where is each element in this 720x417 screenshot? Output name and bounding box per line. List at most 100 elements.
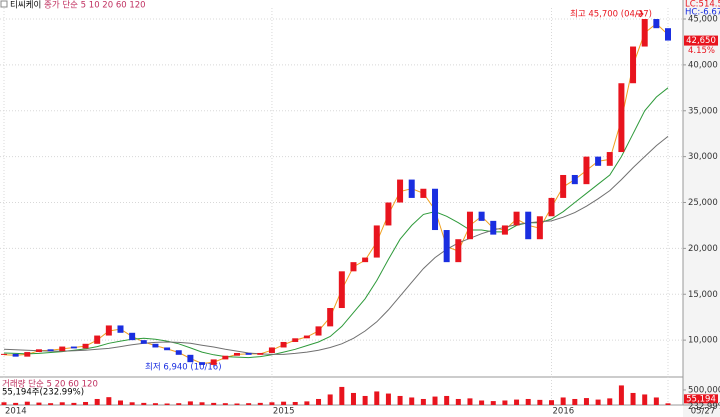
candle [94,335,101,344]
candle [618,83,625,153]
volume-bar [1,402,7,405]
ma-legend: 종가 단순 5 10 20 60 120 [44,0,146,11]
volume-bar [199,402,205,405]
candle [385,202,392,226]
menu-icon[interactable] [0,0,8,8]
volume-bar [36,402,42,405]
volume-tick-label: 500,000 [688,385,720,395]
y-tick-label: 45,000 [688,15,718,25]
candle [233,352,240,356]
ma-line [3,136,669,355]
candle [397,179,404,203]
candle [268,347,275,353]
volume-bar [187,401,193,405]
volume-bar [549,400,555,405]
volume-last-box [684,394,718,404]
candle [630,46,637,84]
volume-bar [94,398,100,405]
volume-bar [455,398,461,405]
volume-bar [642,394,648,405]
candle [327,308,334,327]
stock-name: 티씨케이 [10,0,41,11]
candle [105,325,112,336]
candle [490,220,497,235]
volume-bar [525,398,531,405]
volume-bar [560,397,566,405]
change-label: 4.15% [688,46,715,56]
volume-bar [24,401,30,405]
volume-bar [13,402,19,405]
axis-panel [683,0,720,417]
hc-value: HC:-6.67 [685,8,720,18]
y-tick-label: 15,000 [688,290,718,300]
volume-bar [653,397,659,405]
volume-bar [292,401,298,405]
volume-bar [665,403,671,405]
volume-bar [176,403,182,405]
volume-bar [583,398,589,405]
last-price-label: 42,650 [686,36,716,46]
candle [140,340,147,344]
y-tick-label: 30,000 [688,152,718,162]
candle [536,216,543,240]
volume-last: 55,194주(232.99%) [2,388,84,398]
candle [350,262,357,272]
candle [525,211,532,240]
candle [175,350,182,355]
volume-bar [129,402,135,405]
candle [47,349,54,352]
candle [466,211,473,240]
volume-bar [83,401,89,405]
candle [245,352,252,355]
volume-bar [374,391,380,405]
candle [257,352,264,355]
volume-bar [48,403,54,405]
y-tick-label: 20,000 [688,244,718,254]
candle [373,225,380,258]
volume-bar [618,385,624,405]
candle [420,188,427,198]
volume-bar [211,402,217,405]
volume-last-label: 55,194 [686,394,716,404]
volume-bar [164,403,170,405]
volume-bar [572,398,578,405]
high-arrow [636,10,644,18]
volume-bar [630,392,636,405]
candle [501,225,508,235]
high-annotation: 최고 45,700 (04/27) [570,9,652,20]
volume-bar [479,400,485,405]
volume-pct-label: 232.99% [688,402,720,412]
volume-bar [269,402,275,405]
candle [583,156,590,185]
volume-bar [339,386,345,405]
candle [117,325,124,333]
volume-bar [222,403,228,405]
candle [82,343,89,349]
volume-bar [281,401,287,405]
low-annotation: 최저 6,940 (10/16) [145,362,222,373]
candle [303,335,310,339]
candle [24,352,31,357]
candle [129,332,136,341]
last-price-box [684,35,718,46]
candle [187,354,194,363]
volume-bar [444,395,450,405]
volume-bar [595,399,601,405]
candle [280,341,287,348]
candle [35,349,42,353]
candle [606,152,613,166]
candle [455,239,462,263]
volume-bar [59,402,65,405]
candle [362,257,369,263]
candle [12,353,19,357]
candle [1,353,7,355]
volume-bar [362,395,368,405]
volume-bar [537,399,543,405]
candle [152,343,159,348]
candle [408,179,415,198]
candle [653,19,660,29]
candle [478,211,485,221]
candle [560,174,567,198]
